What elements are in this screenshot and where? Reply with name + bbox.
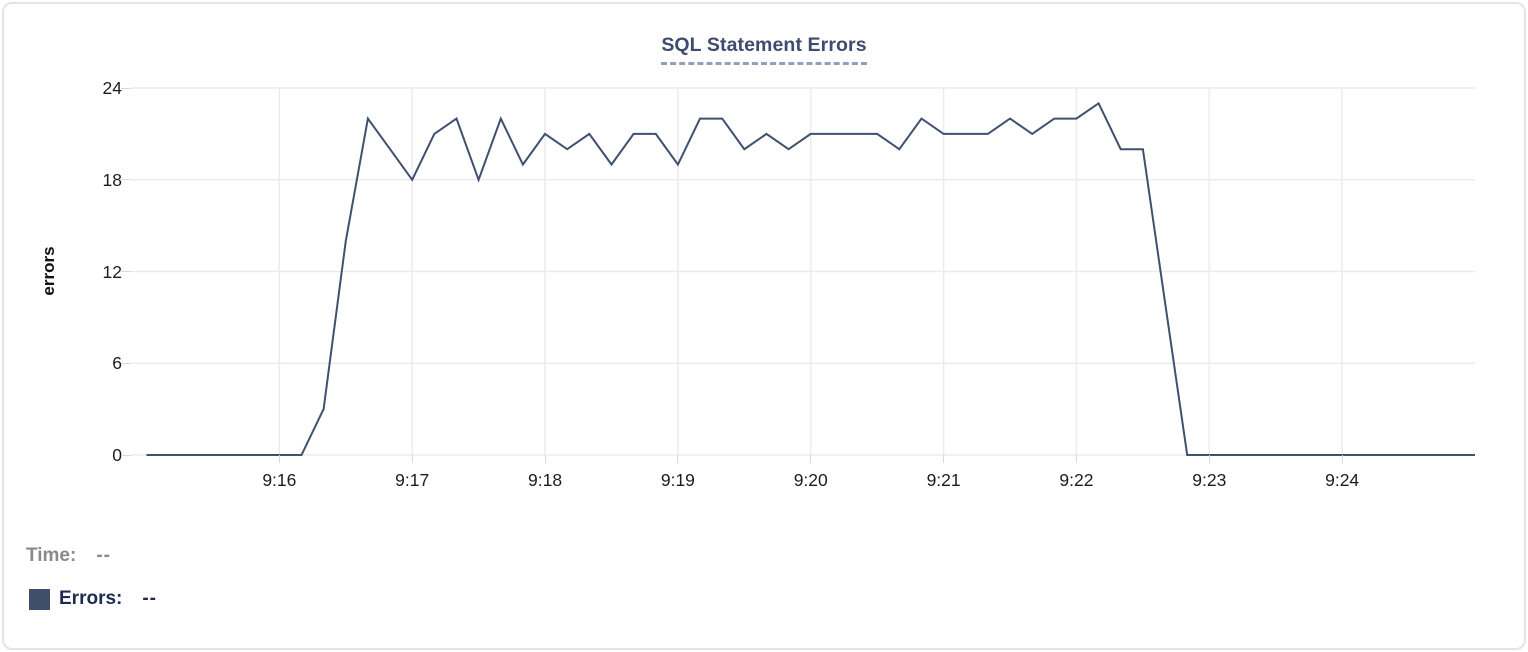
tooltip-time-row: Time: -- (26, 545, 111, 567)
x-axis-tick-label: 9:18 (528, 470, 563, 490)
x-axis-tick-label: 9:23 (1192, 470, 1227, 490)
tooltip-errors-row: Errors: -- (29, 588, 157, 610)
y-axis-tickmark (121, 362, 131, 364)
x-axis-tick-label: 9:17 (395, 470, 430, 490)
chart-title[interactable]: SQL Statement Errors (661, 34, 867, 65)
y-axis-tick-label: 24 (102, 78, 122, 98)
y-axis-tick-label: 6 (112, 353, 122, 374)
x-axis-tick-label: 9:16 (262, 470, 297, 490)
x-axis-tickmark (278, 455, 280, 463)
x-axis-tickmark (411, 455, 413, 463)
x-axis-tick-label: 9:20 (793, 470, 828, 490)
tooltip-errors-value: -- (142, 588, 158, 609)
y-axis-tickmark (121, 454, 131, 456)
x-axis-tickmark (943, 455, 945, 463)
x-axis-tickmark (810, 455, 812, 463)
x-axis-tickmark (1075, 455, 1077, 463)
line-chart-plot[interactable] (131, 87, 1476, 456)
errors-series-line[interactable] (146, 101, 1476, 456)
y-axis-title: errors (39, 246, 58, 296)
errors-series-swatch (29, 588, 50, 610)
tooltip-time-label: Time: (26, 545, 77, 566)
x-axis-tickmark (677, 455, 679, 463)
y-axis-tick-label: 18 (102, 169, 122, 190)
x-axis-tick-label: 9:22 (1059, 470, 1094, 490)
y-axis-tickmark (121, 179, 131, 181)
x-axis-tick-label: 9:19 (660, 470, 695, 490)
y-axis-tickmark (121, 87, 131, 89)
x-axis-tickmark (1208, 455, 1210, 463)
tooltip-errors-label: Errors: (59, 588, 123, 609)
y-axis-tick-label: 0 (112, 445, 122, 465)
chart-header: SQL Statement Errors (4, 34, 1524, 65)
y-axis-tick-label: 12 (102, 261, 122, 282)
x-axis-tickmark (1341, 455, 1343, 463)
y-axis-tickmark (121, 271, 131, 272)
x-axis-tick-label: 9:21 (926, 470, 961, 490)
chart-content: SQL Statement Errors errors 0 6 12 18 24 9:16… (4, 4, 1524, 648)
x-axis-tickmark (544, 455, 546, 463)
tooltip-time-value: -- (96, 545, 111, 566)
x-axis-tick-label: 9:24 (1325, 470, 1360, 490)
